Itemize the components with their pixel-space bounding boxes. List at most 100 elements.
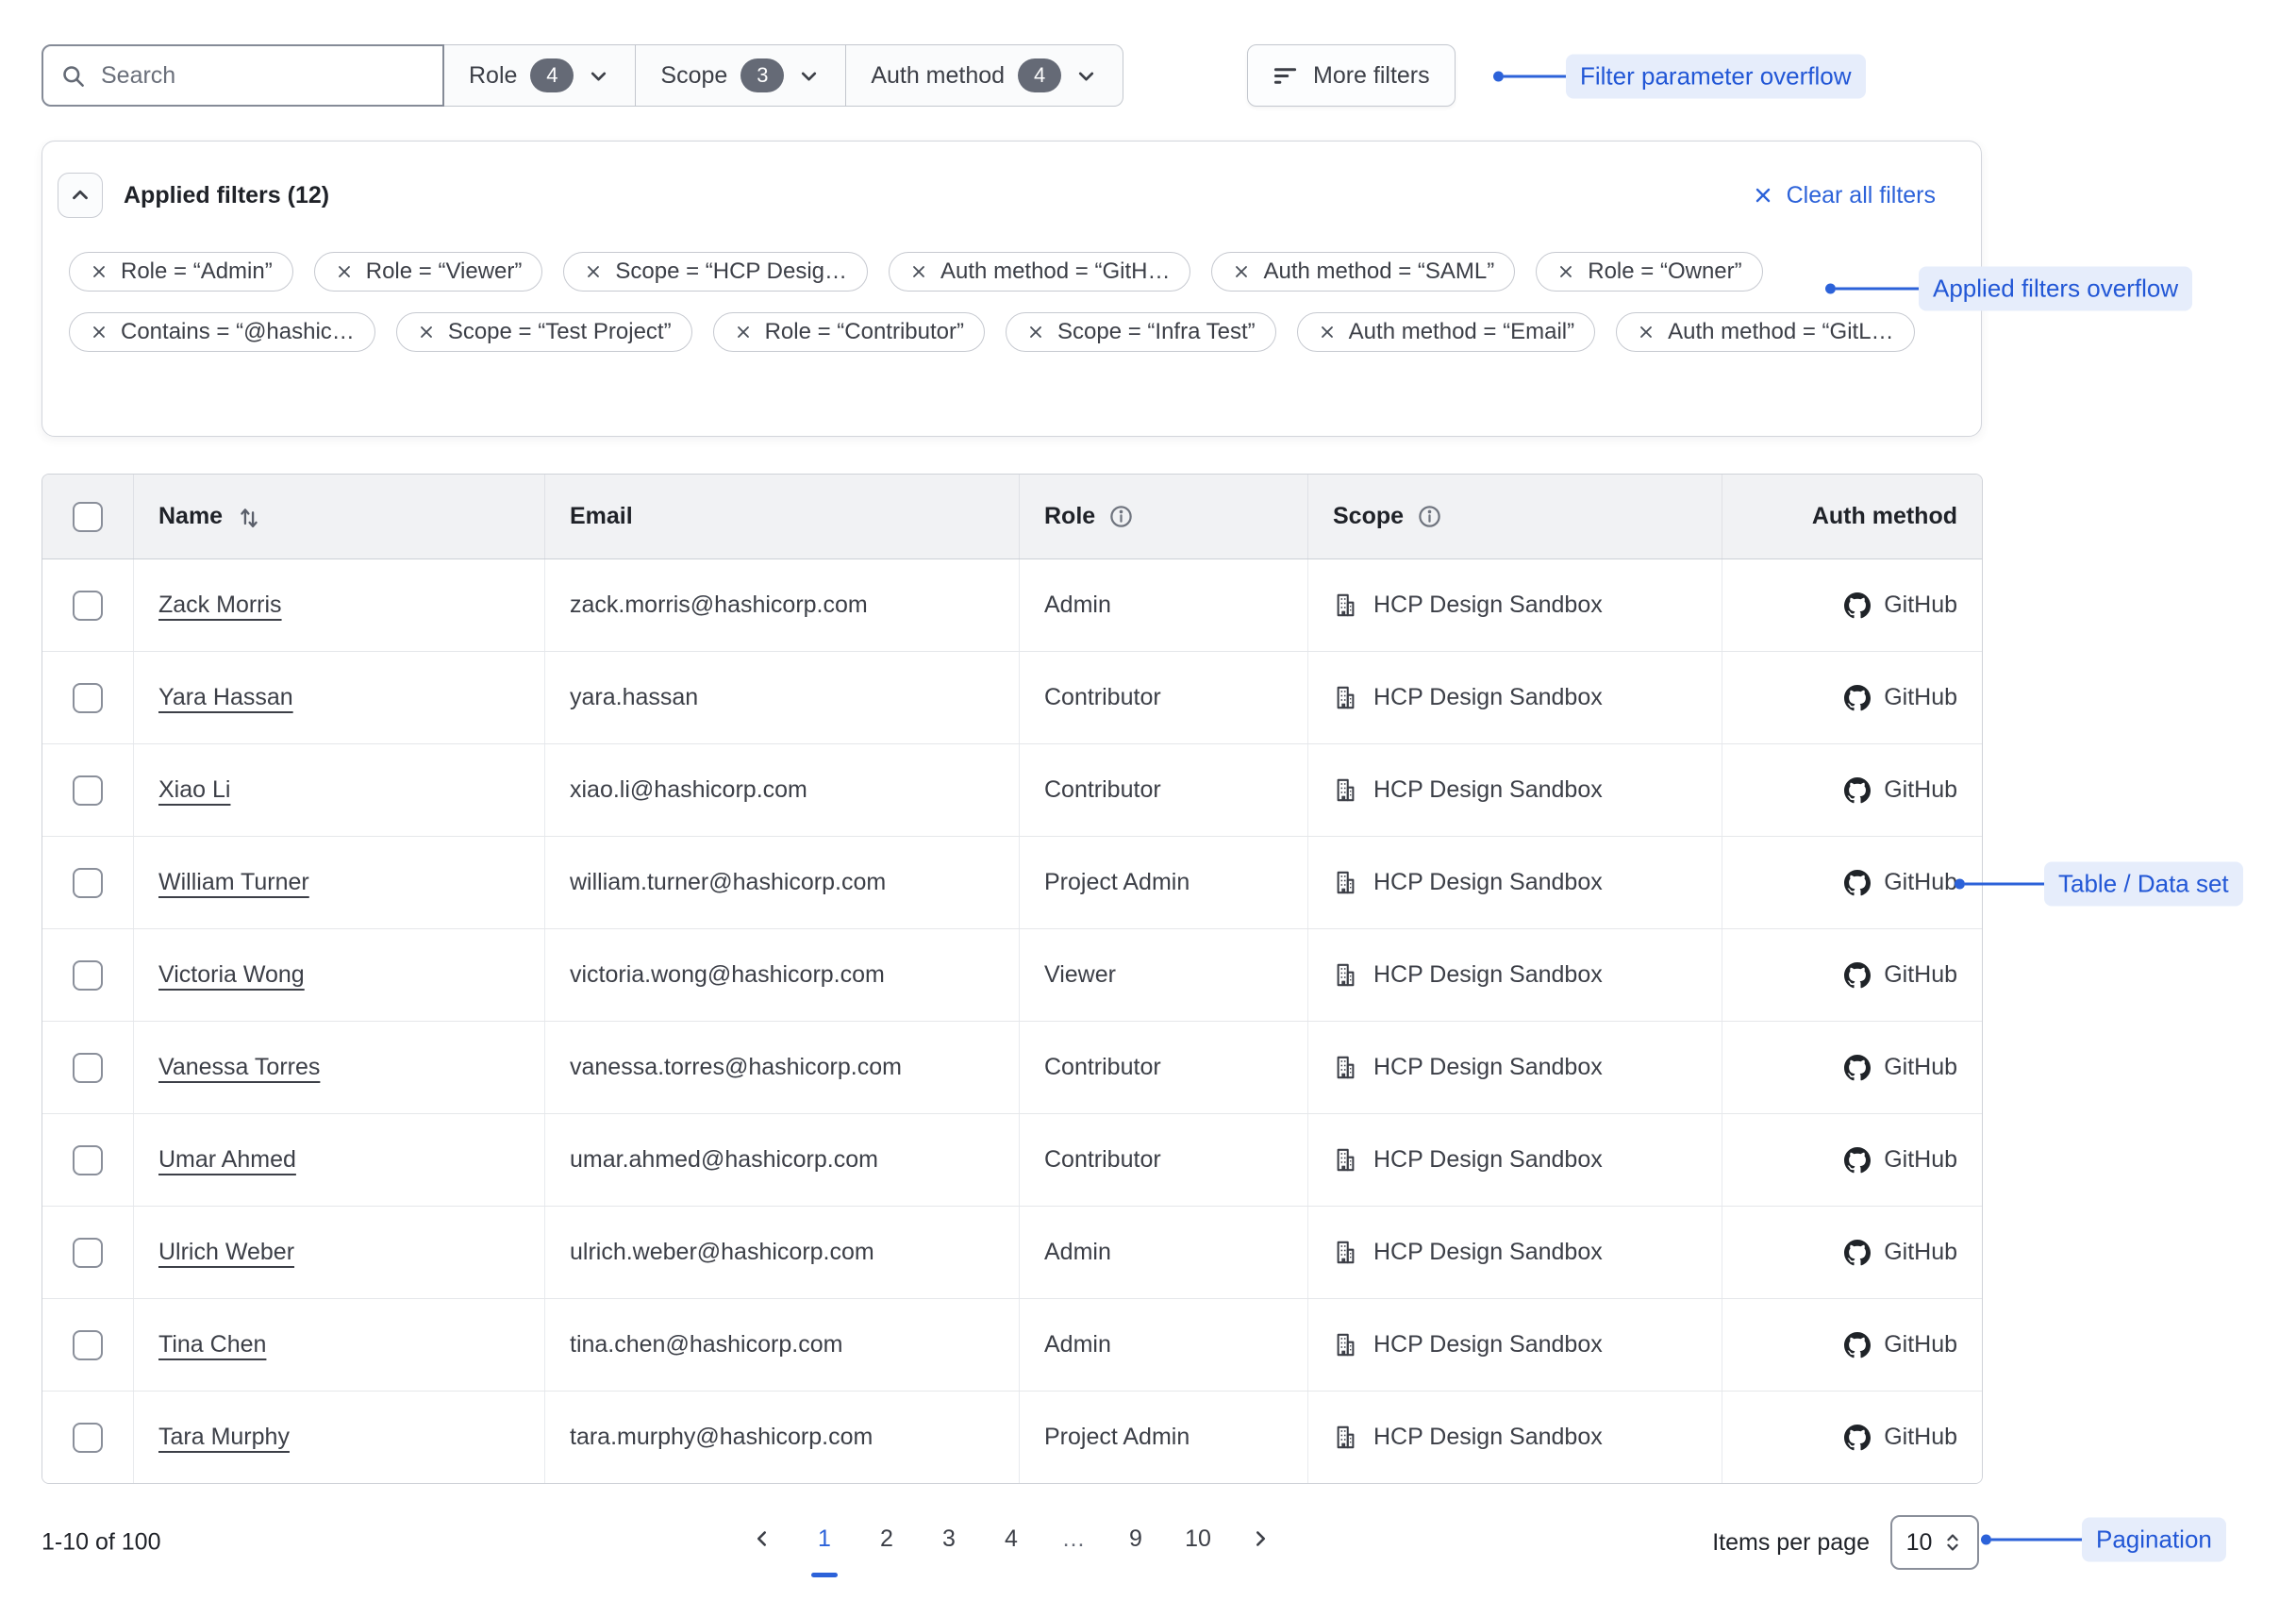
search-input[interactable] bbox=[99, 60, 425, 91]
close-icon[interactable] bbox=[90, 323, 108, 342]
row-checkbox[interactable] bbox=[73, 1422, 103, 1453]
items-per-page-select[interactable]: 10 bbox=[1890, 1515, 1979, 1570]
table-row: Ulrich Weber ulrich.weber@hashicorp.com … bbox=[42, 1206, 1982, 1298]
annotation-dot bbox=[1825, 283, 1836, 294]
sort-icon[interactable] bbox=[236, 504, 262, 530]
clear-all-filters-button[interactable]: Clear all filters bbox=[1752, 182, 1936, 209]
filter-chip[interactable]: Role = “Owner” bbox=[1536, 252, 1763, 292]
close-icon[interactable] bbox=[1637, 323, 1655, 342]
user-name-link[interactable]: Umar Ahmed bbox=[158, 1146, 296, 1173]
close-icon[interactable] bbox=[1026, 323, 1045, 342]
table-row: William Turner william.turner@hashicorp.… bbox=[42, 836, 1982, 928]
user-name-link[interactable]: Xiao Li bbox=[158, 776, 231, 803]
more-filters-button[interactable]: More filters bbox=[1247, 44, 1456, 107]
row-checkbox[interactable] bbox=[73, 1237, 103, 1268]
page-number[interactable]: 10 bbox=[1185, 1525, 1211, 1552]
user-scope: HCP Design Sandbox bbox=[1373, 684, 1603, 710]
filter-chip[interactable]: Role = “Admin” bbox=[69, 252, 293, 292]
table-row: Umar Ahmed umar.ahmed@hashicorp.com Cont… bbox=[42, 1113, 1982, 1206]
filter-chip-label: Auth method = “GitH… bbox=[940, 258, 1171, 284]
user-name-link[interactable]: Vanessa Torres bbox=[158, 1054, 321, 1080]
annotation-dot bbox=[1981, 1534, 1991, 1545]
filter-chip[interactable]: Contains = “@hashic… bbox=[69, 312, 375, 352]
chevron-left-icon bbox=[757, 1531, 767, 1546]
row-checkbox[interactable] bbox=[73, 959, 103, 991]
search-box[interactable] bbox=[42, 44, 444, 107]
close-icon[interactable] bbox=[1232, 262, 1251, 281]
info-icon[interactable] bbox=[1417, 504, 1442, 529]
user-name-link[interactable]: Tina Chen bbox=[158, 1331, 267, 1358]
page-number[interactable]: 3 bbox=[942, 1525, 956, 1552]
annotation-line bbox=[1504, 75, 1566, 78]
collapse-button[interactable] bbox=[58, 173, 103, 218]
row-checkbox[interactable] bbox=[73, 1052, 103, 1083]
next-page-button[interactable] bbox=[1240, 1512, 1281, 1565]
close-icon[interactable] bbox=[335, 262, 354, 281]
user-role: Admin bbox=[1044, 1239, 1111, 1265]
row-checkbox[interactable] bbox=[73, 682, 103, 713]
org-icon bbox=[1337, 686, 1355, 709]
filter-dropdown[interactable]: Auth method 4 bbox=[846, 45, 1123, 106]
user-auth-method: GitHub bbox=[1884, 1054, 1957, 1080]
user-email: vanessa.torres@hashicorp.com bbox=[570, 1054, 902, 1080]
filter-chip[interactable]: Auth method = “GitL… bbox=[1616, 312, 1915, 352]
filter-chip[interactable]: Auth method = “GitH… bbox=[889, 252, 1191, 292]
close-icon[interactable] bbox=[909, 262, 928, 281]
user-name-link[interactable]: William Turner bbox=[158, 869, 309, 895]
filter-dropdown-label: Auth method bbox=[871, 61, 1006, 89]
row-checkbox[interactable] bbox=[73, 1329, 103, 1360]
filter-chip-label: Auth method = “GitL… bbox=[1668, 319, 1894, 344]
user-role: Admin bbox=[1044, 1331, 1111, 1358]
github-icon bbox=[1844, 592, 1872, 618]
info-icon[interactable] bbox=[1108, 504, 1134, 529]
filter-chip[interactable]: Auth method = “SAML” bbox=[1211, 252, 1516, 292]
close-icon[interactable] bbox=[90, 262, 108, 281]
table-row: Zack Morris zack.morris@hashicorp.com Ad… bbox=[42, 559, 1982, 651]
filter-chip[interactable]: Role = “Contributor” bbox=[712, 312, 985, 352]
row-checkbox[interactable] bbox=[73, 1144, 103, 1175]
page-number[interactable]: 4 bbox=[1005, 1525, 1018, 1552]
user-name-link[interactable]: Yara Hassan bbox=[158, 684, 293, 710]
github-icon bbox=[1844, 1146, 1872, 1173]
filter-chip-label: Role = “Owner” bbox=[1588, 258, 1742, 284]
user-email: ulrich.weber@hashicorp.com bbox=[570, 1239, 874, 1265]
row-checkbox[interactable] bbox=[73, 775, 103, 806]
page-number[interactable]: 1 bbox=[804, 1512, 845, 1577]
close-icon[interactable] bbox=[1556, 262, 1575, 281]
table-row: Victoria Wong victoria.wong@hashicorp.co… bbox=[42, 928, 1982, 1021]
filter-chip[interactable]: Auth method = “Email” bbox=[1296, 312, 1596, 352]
close-icon[interactable] bbox=[584, 262, 603, 281]
annotation-dot bbox=[1955, 878, 1965, 890]
search-icon bbox=[63, 65, 84, 87]
annotation-label: Table / Data set bbox=[2044, 861, 2243, 907]
user-email: tina.chen@hashicorp.com bbox=[570, 1331, 843, 1358]
previous-page-button[interactable] bbox=[741, 1512, 783, 1565]
filter-chip[interactable]: Role = “Viewer” bbox=[313, 252, 543, 292]
filter-dropdown[interactable]: Role 4 bbox=[444, 45, 637, 106]
user-name-link[interactable]: Ulrich Weber bbox=[158, 1239, 295, 1265]
filter-bar: Role 4 Scope 3 Auth method 4 bbox=[42, 44, 1124, 107]
filter-count-badge: 4 bbox=[530, 58, 574, 92]
filter-chip[interactable]: Scope = “Infra Test” bbox=[1006, 312, 1276, 352]
close-icon[interactable] bbox=[1318, 323, 1337, 342]
page-number[interactable]: 2 bbox=[880, 1525, 893, 1552]
user-scope: HCP Design Sandbox bbox=[1373, 961, 1603, 988]
user-name-link[interactable]: Tara Murphy bbox=[158, 1424, 290, 1450]
user-name-link[interactable]: Victoria Wong bbox=[158, 961, 305, 988]
row-checkbox[interactable] bbox=[73, 590, 103, 621]
filter-chip[interactable]: Scope = “HCP Desig… bbox=[563, 252, 869, 292]
user-name-link[interactable]: Zack Morris bbox=[158, 592, 282, 618]
filter-chip-label: Contains = “@hashic… bbox=[121, 319, 355, 344]
filter-dropdown-label: Role bbox=[469, 61, 518, 89]
select-all-checkbox[interactable] bbox=[73, 501, 103, 532]
filter-chip-label: Auth method = “Email” bbox=[1348, 319, 1575, 344]
filter-chip[interactable]: Scope = “Test Project” bbox=[395, 312, 692, 352]
close-icon[interactable] bbox=[734, 323, 753, 342]
chevron-down-icon bbox=[1078, 72, 1094, 81]
user-role: Viewer bbox=[1044, 961, 1116, 988]
user-role: Project Admin bbox=[1044, 869, 1190, 895]
page-number[interactable]: 9 bbox=[1129, 1525, 1142, 1552]
filter-dropdown[interactable]: Scope 3 bbox=[636, 45, 847, 106]
row-checkbox[interactable] bbox=[73, 867, 103, 898]
close-icon[interactable] bbox=[417, 323, 436, 342]
